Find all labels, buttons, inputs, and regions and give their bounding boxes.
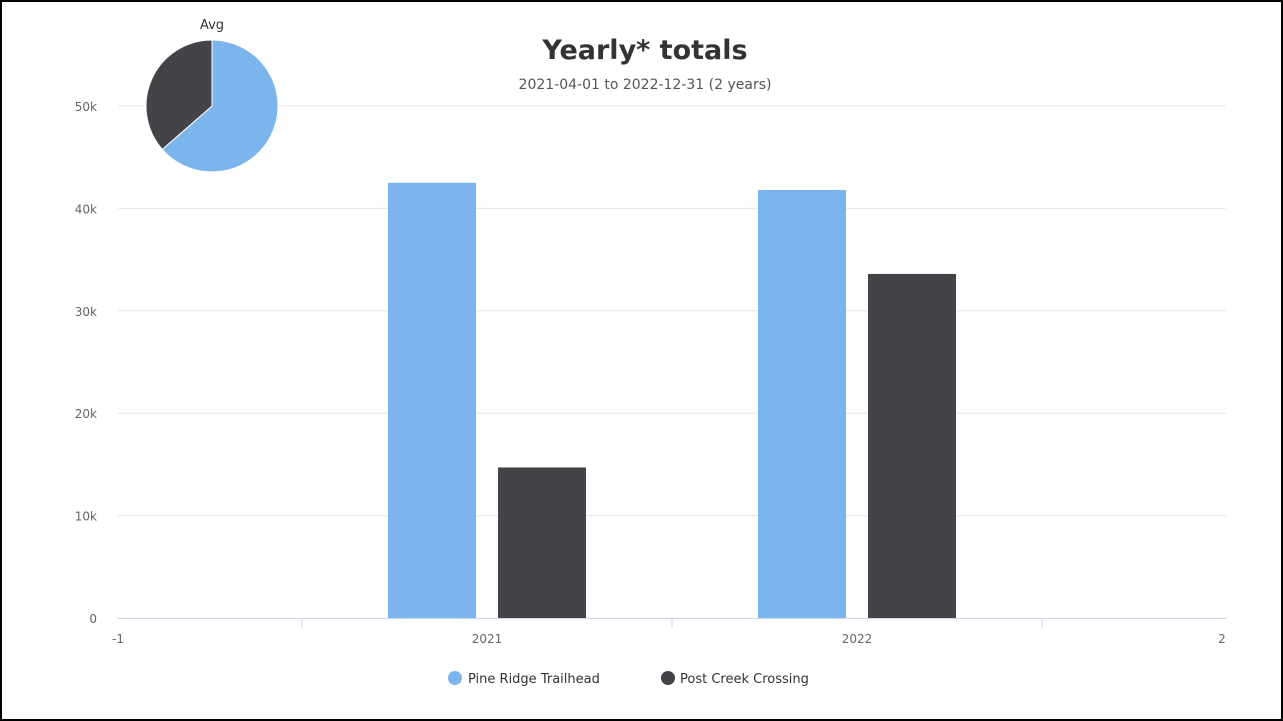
y-tick-label: 50k xyxy=(75,100,97,114)
bar-post-creek-2021[interactable] xyxy=(498,467,586,618)
bar-post-creek-2022[interactable] xyxy=(868,273,956,618)
y-tick-label: 10k xyxy=(75,510,97,524)
legend-marker-post-creek xyxy=(661,671,675,685)
y-tick-label: 30k xyxy=(75,305,97,319)
legend-item-pine-ridge[interactable]: Pine Ridge Trailhead xyxy=(448,671,600,687)
y-tick-label: 20k xyxy=(75,407,97,421)
axes: 0 10k 20k 30k 40k 50k -1 2021 2022 2 xyxy=(75,100,1226,646)
y-tick-label: 0 xyxy=(89,612,97,626)
pie-slice-post-creek[interactable] xyxy=(145,39,213,151)
bar-pine-ridge-2022[interactable] xyxy=(758,189,846,618)
pie-slice-pine-ridge[interactable] xyxy=(161,39,279,173)
legend-label-pine-ridge: Pine Ridge Trailhead xyxy=(468,672,600,687)
gridlines xyxy=(118,105,1226,517)
legend-marker-pine-ridge xyxy=(448,671,462,685)
pie-title: Avg xyxy=(200,18,224,33)
y-tick-label: 40k xyxy=(75,202,97,216)
x-tick-label: 2021 xyxy=(472,632,503,646)
legend-label-post-creek: Post Creek Crossing xyxy=(680,672,809,687)
chart-title: Yearly* totals xyxy=(541,35,747,66)
x-tick-label: -1 xyxy=(112,632,124,646)
bar-pine-ridge-2021[interactable] xyxy=(388,182,476,619)
chart-subtitle: 2021-04-01 to 2022-12-31 (2 years) xyxy=(519,77,772,93)
legend-item-post-creek[interactable]: Post Creek Crossing xyxy=(661,671,809,687)
avg-pie[interactable] xyxy=(145,39,279,173)
legend: Pine Ridge Trailhead Post Creek Crossing xyxy=(448,671,809,687)
x-tick-label: 2022 xyxy=(842,632,873,646)
bars xyxy=(388,182,956,619)
x-tick-label: 2 xyxy=(1218,632,1226,646)
